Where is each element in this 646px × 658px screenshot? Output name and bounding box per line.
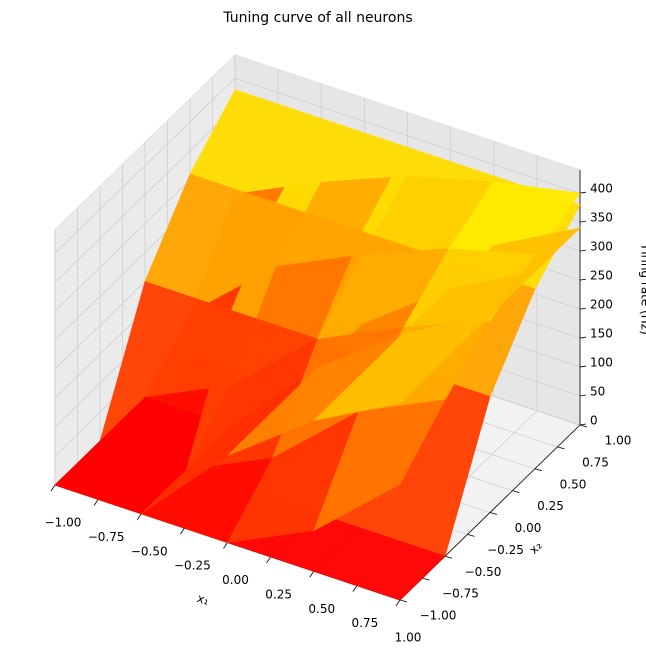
y-tick-label: 0.50: [560, 477, 587, 491]
tick-mark: [93, 499, 99, 506]
z-axis-label: Firing rate (Hz): [639, 245, 646, 335]
tick-mark: [266, 556, 271, 564]
y-tick-label: 1.00: [605, 434, 632, 448]
tick-mark: [579, 365, 587, 368]
x-tick-label: −1.00: [45, 516, 82, 530]
y-tick-label: 0.75: [582, 455, 609, 469]
tick-mark: [223, 542, 228, 549]
grid-line: [54, 106, 236, 283]
z-tick-label: 50: [590, 385, 605, 399]
surface-patch: [313, 527, 446, 601]
x-tick-label: 0.00: [222, 573, 249, 587]
chart-title: Tuning curve of all neurons: [222, 10, 412, 26]
tick-mark: [579, 249, 587, 252]
tick-mark: [579, 394, 587, 397]
z-tick-label: 100: [590, 356, 613, 370]
tick-mark: [579, 191, 587, 194]
z-tick-label: 300: [590, 240, 613, 254]
grid-line: [234, 77, 581, 194]
surface-patch: [312, 358, 446, 422]
tick-mark: [579, 220, 587, 223]
y-axis-label: x₂: [526, 538, 544, 556]
z-tick-label: 250: [590, 269, 613, 283]
x-axis-label: x₁: [195, 591, 211, 608]
tick-mark: [579, 278, 587, 281]
x-tick-label: −0.50: [131, 544, 168, 558]
tick-mark: [489, 512, 498, 515]
grid-line: [54, 77, 236, 254]
x-tick-label: 1.00: [395, 631, 422, 645]
tick-mark: [399, 599, 408, 603]
z-tick-label: 150: [590, 327, 613, 341]
tick-mark: [395, 599, 401, 607]
tick-mark: [579, 336, 587, 339]
surface-patch: [313, 399, 446, 532]
z-tick-label: 0: [590, 414, 598, 428]
tick-mark: [50, 484, 56, 492]
z-tick-label: 400: [590, 182, 613, 196]
tick-mark: [444, 555, 453, 559]
x-tick-label: −0.75: [88, 530, 125, 544]
y-tick-label: −1.00: [420, 609, 457, 623]
tick-mark: [579, 307, 587, 310]
x-tick-label: −0.25: [174, 559, 211, 573]
x-tick-label: 0.25: [265, 587, 292, 601]
x-tick-label: 0.50: [308, 602, 335, 616]
tick-mark: [579, 423, 587, 426]
tick-mark: [422, 577, 430, 581]
tick-mark: [579, 424, 588, 428]
tick-mark: [352, 585, 358, 592]
tick-mark: [512, 490, 520, 494]
tick-mark: [309, 571, 315, 578]
z-tick-label: 200: [590, 298, 613, 312]
y-tick-label: 0.00: [515, 521, 542, 535]
z-tick-label: 350: [590, 211, 613, 225]
tick-mark: [557, 446, 565, 450]
y-tick-label: −0.75: [442, 587, 479, 601]
tick-mark: [534, 468, 543, 472]
tick-mark: [467, 533, 475, 537]
y-tick-label: −0.50: [465, 565, 502, 579]
y-tick-label: −0.25: [487, 543, 524, 557]
y-tick-label: 0.25: [537, 499, 564, 513]
tick-mark: [180, 527, 185, 535]
tick-mark: [136, 513, 142, 520]
x-tick-label: 0.75: [352, 616, 379, 630]
